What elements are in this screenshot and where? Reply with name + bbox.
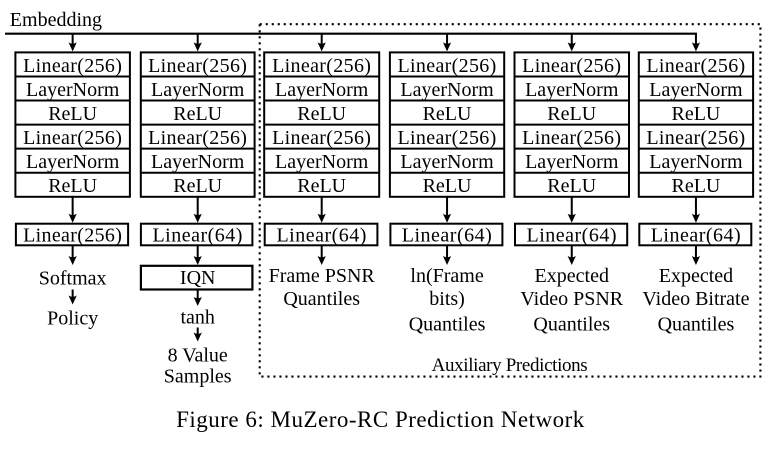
- svg-text:Linear(256): Linear(256): [646, 55, 745, 77]
- svg-text:LayerNorm: LayerNorm: [400, 79, 494, 101]
- svg-text:ReLU: ReLU: [173, 103, 222, 125]
- svg-text:LayerNorm: LayerNorm: [525, 151, 619, 173]
- svg-text:ReLU: ReLU: [423, 103, 472, 125]
- svg-text:Quantiles: Quantiles: [409, 313, 486, 335]
- svg-text:Policy: Policy: [47, 308, 98, 330]
- svg-text:Expected: Expected: [535, 265, 609, 287]
- svg-text:ReLU: ReLU: [547, 103, 596, 125]
- svg-text:IQN: IQN: [180, 267, 216, 289]
- svg-text:Figure 6: MuZero-RC Prediction: Figure 6: MuZero-RC Prediction Network: [176, 407, 585, 432]
- svg-text:Softmax: Softmax: [39, 268, 107, 290]
- svg-text:LayerNorm: LayerNorm: [26, 151, 120, 173]
- svg-text:Linear(64): Linear(64): [276, 224, 367, 246]
- svg-text:ReLU: ReLU: [672, 175, 721, 197]
- svg-text:Quantiles: Quantiles: [283, 288, 360, 310]
- svg-text:Samples: Samples: [164, 366, 232, 388]
- svg-text:Linear(256): Linear(256): [23, 127, 122, 149]
- svg-text:Linear(256): Linear(256): [23, 224, 122, 246]
- svg-text:ReLU: ReLU: [48, 103, 97, 125]
- svg-text:Video Bitrate: Video Bitrate: [642, 288, 749, 310]
- svg-text:Linear(64): Linear(64): [651, 224, 742, 246]
- svg-text:LayerNorm: LayerNorm: [275, 151, 369, 173]
- svg-text:ReLU: ReLU: [173, 175, 222, 197]
- svg-text:Linear(256): Linear(256): [646, 127, 745, 149]
- svg-text:LayerNorm: LayerNorm: [275, 79, 369, 101]
- svg-text:Linear(256): Linear(256): [148, 55, 247, 77]
- svg-text:bits): bits): [429, 288, 465, 310]
- svg-text:Video PSNR: Video PSNR: [520, 288, 623, 310]
- svg-text:LayerNorm: LayerNorm: [649, 151, 743, 173]
- svg-text:tanh: tanh: [180, 307, 214, 329]
- svg-text:Linear(256): Linear(256): [397, 127, 496, 149]
- svg-text:Linear(256): Linear(256): [148, 127, 247, 149]
- svg-text:LayerNorm: LayerNorm: [525, 79, 619, 101]
- svg-text:Frame PSNR: Frame PSNR: [269, 265, 376, 287]
- svg-text:Embedding: Embedding: [10, 9, 102, 31]
- svg-text:Linear(64): Linear(64): [402, 224, 493, 246]
- svg-text:LayerNorm: LayerNorm: [151, 79, 245, 101]
- svg-text:ln(Frame: ln(Frame: [410, 265, 483, 287]
- svg-text:Linear(256): Linear(256): [397, 55, 496, 77]
- svg-text:ReLU: ReLU: [297, 175, 346, 197]
- svg-text:8 Value: 8 Value: [168, 345, 228, 367]
- svg-text:Linear(64): Linear(64): [152, 224, 243, 246]
- svg-text:Auxiliary Predictions: Auxiliary Predictions: [432, 355, 588, 376]
- svg-text:Linear(64): Linear(64): [526, 224, 617, 246]
- svg-text:LayerNorm: LayerNorm: [649, 79, 743, 101]
- svg-text:LayerNorm: LayerNorm: [151, 151, 245, 173]
- svg-text:ReLU: ReLU: [48, 175, 97, 197]
- svg-text:ReLU: ReLU: [672, 103, 721, 125]
- svg-text:LayerNorm: LayerNorm: [26, 79, 120, 101]
- svg-text:Linear(256): Linear(256): [272, 127, 371, 149]
- svg-text:Linear(256): Linear(256): [522, 55, 621, 77]
- svg-text:ReLU: ReLU: [423, 175, 472, 197]
- svg-text:Linear(256): Linear(256): [272, 55, 371, 77]
- svg-text:Quantiles: Quantiles: [533, 313, 610, 335]
- svg-text:Quantiles: Quantiles: [658, 313, 735, 335]
- svg-text:Expected: Expected: [659, 265, 733, 287]
- svg-text:ReLU: ReLU: [547, 175, 596, 197]
- svg-text:ReLU: ReLU: [297, 103, 346, 125]
- svg-text:LayerNorm: LayerNorm: [400, 151, 494, 173]
- svg-text:Linear(256): Linear(256): [23, 55, 122, 77]
- svg-text:Linear(256): Linear(256): [522, 127, 621, 149]
